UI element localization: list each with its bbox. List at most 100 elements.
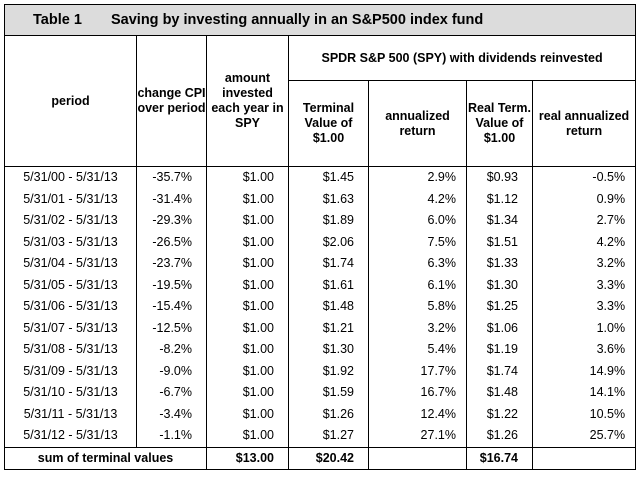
cell-terminal: $1.89 [288, 210, 369, 232]
header-annualized: annualized return [368, 80, 467, 167]
cell-terminal: $1.21 [288, 317, 369, 339]
cell-real-annualized: 2.7% [531, 210, 637, 232]
cell-real-term: $1.26 [466, 425, 533, 447]
cell-real-annualized: 1.0% [531, 317, 637, 339]
cell-real-term: $1.30 [466, 274, 533, 296]
cell-real-term: $1.34 [466, 210, 533, 232]
header-terminal: Terminal Value of $1.00 [288, 80, 369, 167]
cell-period: 5/31/07 - 5/31/13 [4, 317, 137, 339]
cell-cpi: -9.0% [136, 360, 207, 382]
cell-cpi: -29.3% [136, 210, 207, 232]
cell-cpi: -8.2% [136, 339, 207, 361]
cell-cpi: -31.4% [136, 188, 207, 210]
cell-cpi: -19.5% [136, 274, 207, 296]
cell-period: 5/31/12 - 5/31/13 [4, 425, 137, 447]
cell-real-annualized: 3.2% [531, 253, 637, 275]
cell-cpi: -35.7% [136, 166, 207, 189]
cell-invested: $1.00 [206, 253, 289, 275]
cell-period: 5/31/03 - 5/31/13 [4, 231, 137, 253]
cell-real-term: $1.19 [466, 339, 533, 361]
cell-invested: $1.00 [206, 425, 289, 447]
cell-invested: $1.00 [206, 188, 289, 210]
cell-terminal: $1.61 [288, 274, 369, 296]
cell-annualized: 12.4% [368, 403, 467, 425]
cell-annualized: 4.2% [368, 188, 467, 210]
cell-invested: $1.00 [206, 296, 289, 318]
header-real-term: Real Term. Value of $1.00 [466, 80, 533, 167]
cell-period: 5/31/11 - 5/31/13 [4, 403, 137, 425]
table-row: 5/31/07 - 5/31/13 -12.5% $1.00 $1.21 3.2% $1.… [4, 317, 637, 339]
footer-invested: $13.00 [206, 446, 289, 470]
header-invested: amount invested each year in SPY [206, 35, 289, 167]
cell-real-term: $1.06 [466, 317, 533, 339]
cell-real-term: $1.51 [466, 231, 533, 253]
cell-real-annualized: 3.3% [531, 296, 637, 318]
cell-terminal: $1.27 [288, 425, 369, 447]
cell-invested: $1.00 [206, 360, 289, 382]
cell-annualized: 5.4% [368, 339, 467, 361]
savings-table: Table 1 Saving by investing annually in a… [3, 4, 637, 470]
cell-period: 5/31/01 - 5/31/13 [4, 188, 137, 210]
cell-period: 5/31/02 - 5/31/13 [4, 210, 137, 232]
table-row: 5/31/01 - 5/31/13 -31.4% $1.00 $1.63 4.2% $1.… [4, 188, 637, 210]
cell-real-term: $1.22 [466, 403, 533, 425]
cell-invested: $1.00 [206, 339, 289, 361]
table-row: 5/31/03 - 5/31/13 -26.5% $1.00 $2.06 7.5% $1.… [4, 231, 637, 253]
cell-cpi: -6.7% [136, 382, 207, 404]
cell-invested: $1.00 [206, 317, 289, 339]
cell-real-term: $0.93 [466, 166, 533, 189]
cell-terminal: $1.74 [288, 253, 369, 275]
cell-terminal: $1.48 [288, 296, 369, 318]
cell-real-annualized: 4.2% [531, 231, 637, 253]
table-row: 5/31/06 - 5/31/13 -15.4% $1.00 $1.48 5.8% $1.… [4, 296, 637, 318]
cell-period: 5/31/10 - 5/31/13 [4, 382, 137, 404]
cell-real-annualized: 14.9% [531, 360, 637, 382]
cell-invested: $1.00 [206, 231, 289, 253]
cell-period: 5/31/04 - 5/31/13 [4, 253, 137, 275]
cell-invested: $1.00 [206, 382, 289, 404]
cell-cpi: -1.1% [136, 425, 207, 447]
cell-annualized: 17.7% [368, 360, 467, 382]
cell-terminal: $2.06 [288, 231, 369, 253]
cell-terminal: $1.59 [288, 382, 369, 404]
cell-cpi: -3.4% [136, 403, 207, 425]
cell-terminal: $1.26 [288, 403, 369, 425]
cell-terminal: $1.92 [288, 360, 369, 382]
cell-terminal: $1.30 [288, 339, 369, 361]
header-real-annualized: real annualized return [531, 80, 637, 167]
cell-annualized: 16.7% [368, 382, 467, 404]
footer-row: sum of terminal values $13.00 $20.42 $16… [4, 446, 637, 470]
table-title-text: Saving by investing annually in an S&P50… [111, 12, 484, 28]
table-container: Table 1 Saving by investing annually in a… [3, 4, 637, 485]
cell-real-term: $1.33 [466, 253, 533, 275]
cell-annualized: 7.5% [368, 231, 467, 253]
cell-period: 5/31/06 - 5/31/13 [4, 296, 137, 318]
cell-real-annualized: 10.5% [531, 403, 637, 425]
cell-real-annualized: 0.9% [531, 188, 637, 210]
footer-label: sum of terminal values [4, 446, 207, 470]
table-row: 5/31/10 - 5/31/13 -6.7% $1.00 $1.59 16.7% $1.… [4, 382, 637, 404]
cell-annualized: 6.1% [368, 274, 467, 296]
footer-empty-real-annualized [531, 446, 637, 470]
cell-real-annualized: -0.5% [531, 166, 637, 189]
cell-annualized: 6.3% [368, 253, 467, 275]
cell-real-term: $1.74 [466, 360, 533, 382]
table-title: Table 1 Saving by investing annually in a… [3, 4, 637, 36]
cell-invested: $1.00 [206, 166, 289, 189]
cell-cpi: -23.7% [136, 253, 207, 275]
cell-cpi: -12.5% [136, 317, 207, 339]
footer-terminal: $20.42 [288, 446, 369, 470]
table-number: Table 1 [33, 12, 82, 28]
header-cpi: change CPI over period [136, 35, 207, 167]
table-row: 5/31/11 - 5/31/13 -3.4% $1.00 $1.26 12.4% $1.… [4, 403, 637, 425]
footer-real-term: $16.74 [466, 446, 533, 470]
cell-annualized: 27.1% [368, 425, 467, 447]
cell-period: 5/31/05 - 5/31/13 [4, 274, 137, 296]
cell-invested: $1.00 [206, 274, 289, 296]
table-row: 5/31/04 - 5/31/13 -23.7% $1.00 $1.74 6.3% $1.… [4, 253, 637, 275]
table-row: 5/31/09 - 5/31/13 -9.0% $1.00 $1.92 17.7% $1.… [4, 360, 637, 382]
cell-terminal: $1.45 [288, 166, 369, 189]
footer-empty-annualized [368, 446, 467, 470]
table-row: 5/31/02 - 5/31/13 -29.3% $1.00 $1.89 6.0% $1.… [4, 210, 637, 232]
table-body: 5/31/00 - 5/31/13 -35.7% $1.00 $1.45 2.9% $0.… [4, 166, 637, 447]
